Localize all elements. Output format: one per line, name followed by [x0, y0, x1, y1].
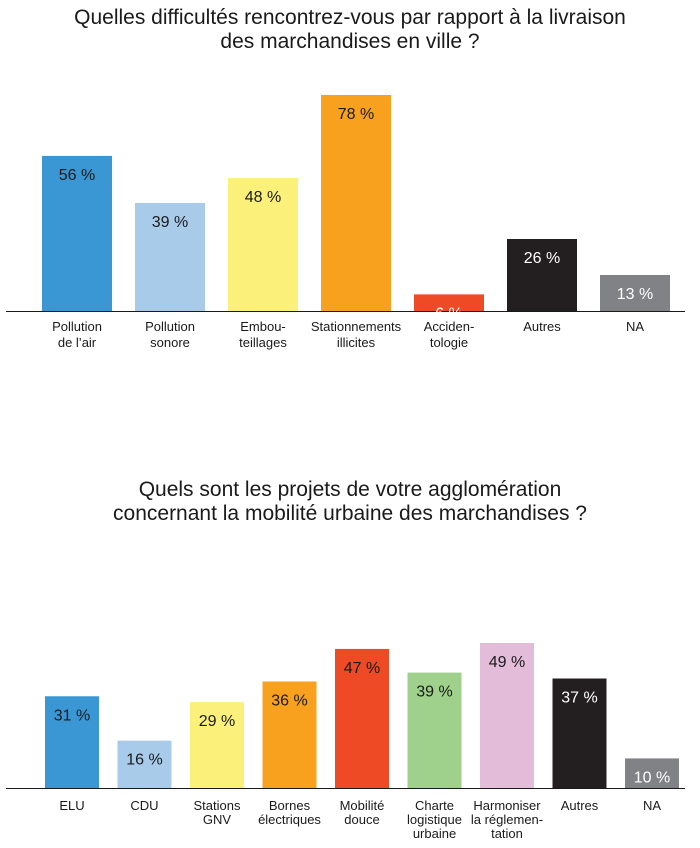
chart1-category-label-3-line-1: Embou-	[240, 319, 286, 334]
chart2-bar-9	[625, 758, 679, 788]
chart2-category-label-7-line-3: tation	[491, 826, 523, 841]
chart1-value-label-2: 39 %	[152, 214, 188, 231]
chart2-value-label-9: 10 %	[634, 769, 670, 786]
chart2-category-label-5-line-1: Mobilité	[340, 798, 385, 813]
chart1-bar-4	[321, 95, 391, 311]
chart2-bar-2	[117, 740, 172, 788]
chart1-category-label-7-line-1: NA	[626, 319, 644, 334]
chart2-value-label-2: 16 %	[126, 752, 162, 769]
chart1-category-label-1-line-2: de l’air	[58, 335, 97, 350]
chart1-title-line-2: des marchandises en ville ?	[220, 30, 480, 53]
chart1-value-label-3: 48 %	[245, 189, 281, 206]
chart1-bar-1	[42, 155, 112, 311]
chart2-category-label-6-line-3: urbaine	[413, 826, 456, 841]
chart1-bar-5	[414, 294, 484, 311]
chart2-value-label-4: 36 %	[271, 692, 307, 709]
chart2-value-label-1: 31 %	[54, 707, 90, 724]
chart1-category-label-2-line-2: sonore	[150, 335, 190, 350]
chart2-category-label-6-line-1: Charte	[415, 798, 454, 813]
chart2-title-line-1: Quels sont les projets de votre agglomér…	[138, 478, 562, 501]
chart2-category-label-1-line-1: ELU	[59, 798, 84, 813]
chart1-bar-3	[228, 178, 298, 311]
chart2-bar-8	[552, 678, 607, 788]
chart1-category-label-1-line-1: Pollution	[52, 319, 102, 334]
chart2-value-label-3: 29 %	[199, 713, 235, 730]
chart2-category-label-5-line-2: douce	[344, 812, 379, 827]
chart1-title-line-1: Quelles difficultés rencontrez-vous par …	[74, 6, 626, 29]
chart2-category-label-6-line-2: logistique	[407, 812, 462, 827]
chart2-value-label-8: 37 %	[561, 690, 597, 707]
chart1-bar-2	[135, 203, 205, 311]
chart2-bar-6	[407, 672, 462, 788]
chart2-category-label-3-line-1: Stations	[194, 798, 241, 813]
chart2-title: Quels sont les projets de votre agglomér…	[0, 478, 700, 526]
chart2-category-label-4-line-2: électriques	[258, 812, 321, 827]
chart2-value-label-5: 47 %	[344, 660, 380, 677]
chart1-category-label-5-line-1: Acciden-	[424, 319, 475, 334]
chart1-bar-7	[600, 275, 670, 311]
chart1-value-label-5: 6 %	[435, 305, 463, 322]
chart2-value-label-7: 49 %	[489, 654, 525, 671]
chart1-category-label-3-line-2: teillages	[239, 335, 287, 350]
chart2-category-label-4-line-1: Bornes	[269, 798, 311, 813]
chart1-category-label-4-line-2: illicites	[337, 335, 376, 350]
chart1-value-label-6: 26 %	[524, 250, 560, 267]
chart2-category-label-7-line-1: Harmoniser	[473, 798, 541, 813]
chart2-category-label-9-line-1: NA	[643, 798, 661, 813]
chart1-value-label-7: 13 %	[617, 286, 653, 303]
chart1-category-label-4-line-1: Stationnements	[311, 319, 402, 334]
chart2-category-label-8-line-1: Autres	[561, 798, 599, 813]
chart1-bar-6	[507, 239, 577, 311]
chart2-category-label-3-line-2: GNV	[203, 812, 232, 827]
chart1-value-label-1: 56 %	[59, 167, 95, 184]
chart2-bar-5	[335, 648, 389, 788]
chart2-bar-7	[480, 643, 534, 788]
chart1-title: Quelles difficultés rencontrez-vous par …	[0, 6, 700, 54]
chart2-title-line-2: concernant la mobilité urbaine des march…	[113, 502, 587, 525]
chart1-category-label-6-line-1: Autres	[523, 319, 561, 334]
chart1-category-label-5-line-2: tologie	[430, 335, 468, 350]
chart1-category-label-2-line-1: Pollution	[145, 319, 195, 334]
chart2-category-label-7-line-2: la réglemen-	[471, 812, 543, 827]
chart2-bar-4	[262, 681, 317, 788]
chart2-value-label-6: 39 %	[416, 684, 452, 701]
chart1-value-label-4: 78 %	[338, 106, 374, 123]
chart2-bar-1	[45, 696, 99, 788]
chart2-bar-3	[190, 702, 244, 788]
chart2-category-label-2-line-1: CDU	[130, 798, 158, 813]
